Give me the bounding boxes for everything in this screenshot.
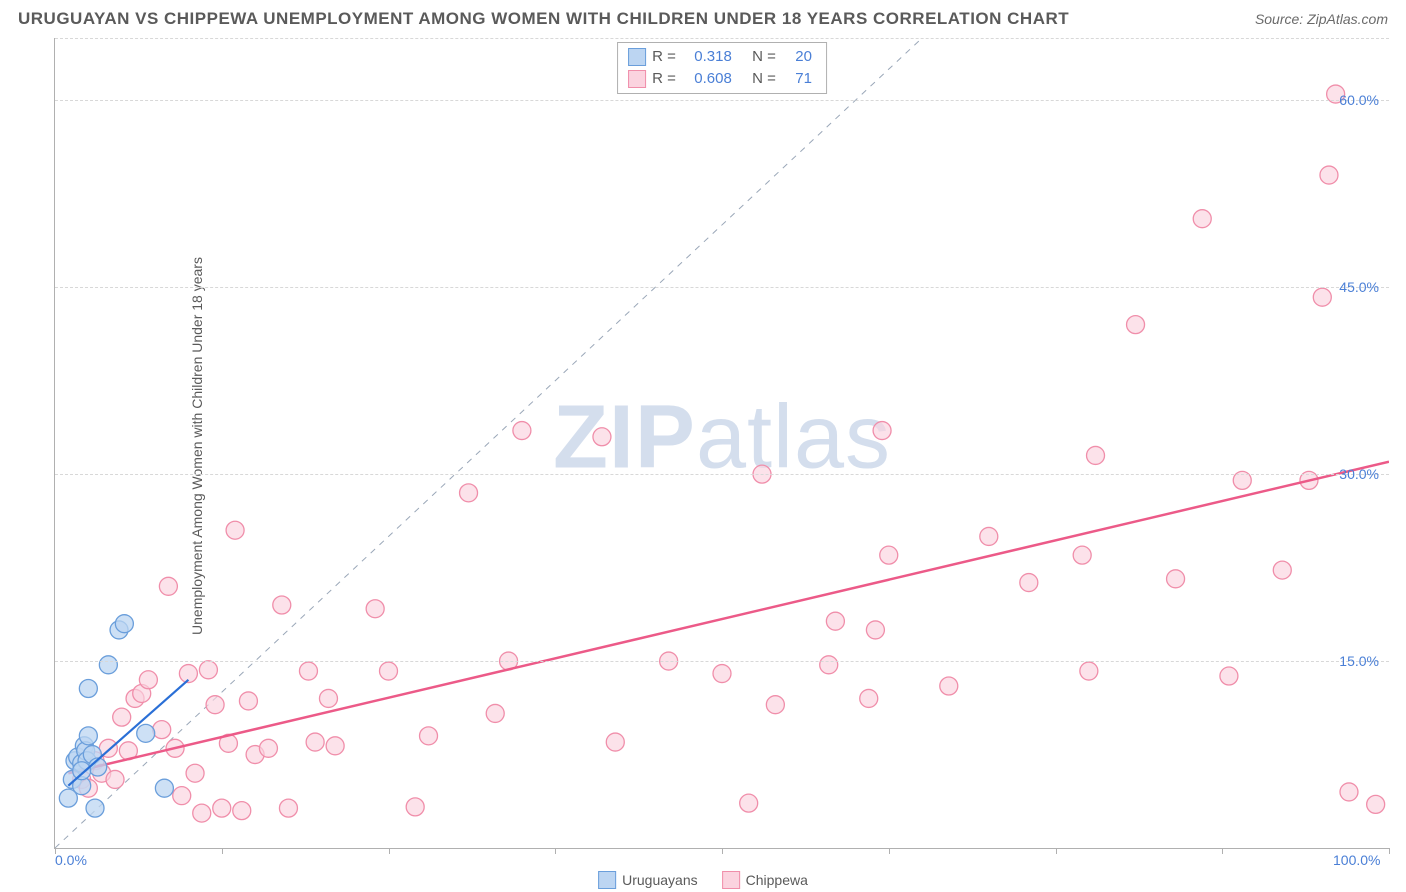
n-label: N = xyxy=(752,46,776,68)
scatter-plot: ZIPatlas R = 0.318 N = 20 R = 0.608 N = … xyxy=(54,38,1389,849)
y-tick-label: 30.0% xyxy=(1339,466,1379,482)
y-tick-label: 60.0% xyxy=(1339,92,1379,108)
r-value-chippewa: 0.608 xyxy=(682,68,732,90)
r-label: R = xyxy=(652,68,676,90)
source-attribution: Source: ZipAtlas.com xyxy=(1255,11,1388,27)
x-tick-label: 0.0% xyxy=(55,852,87,868)
y-tick-label: 45.0% xyxy=(1339,279,1379,295)
n-value-uruguayans: 20 xyxy=(782,46,812,68)
stats-row-chippewa: R = 0.608 N = 71 xyxy=(628,68,812,90)
n-value-chippewa: 71 xyxy=(782,68,812,90)
y-tick-label: 15.0% xyxy=(1339,653,1379,669)
n-label: N = xyxy=(752,68,776,90)
r-value-uruguayans: 0.318 xyxy=(682,46,732,68)
bottom-legend: Uruguayans Chippewa xyxy=(598,871,808,889)
swatch-uruguayans xyxy=(598,871,616,889)
legend-item-chippewa: Chippewa xyxy=(722,871,808,889)
r-label: R = xyxy=(652,46,676,68)
swatch-chippewa xyxy=(628,70,646,88)
swatch-uruguayans xyxy=(628,48,646,66)
stats-row-uruguayans: R = 0.318 N = 20 xyxy=(628,46,812,68)
chart-title: URUGUAYAN VS CHIPPEWA UNEMPLOYMENT AMONG… xyxy=(18,9,1069,29)
x-tick-label: 100.0% xyxy=(1333,852,1380,868)
legend-item-uruguayans: Uruguayans xyxy=(598,871,698,889)
swatch-chippewa xyxy=(722,871,740,889)
legend-label: Uruguayans xyxy=(622,872,698,888)
correlation-stats-box: R = 0.318 N = 20 R = 0.608 N = 71 xyxy=(617,42,827,94)
legend-label: Chippewa xyxy=(746,872,808,888)
